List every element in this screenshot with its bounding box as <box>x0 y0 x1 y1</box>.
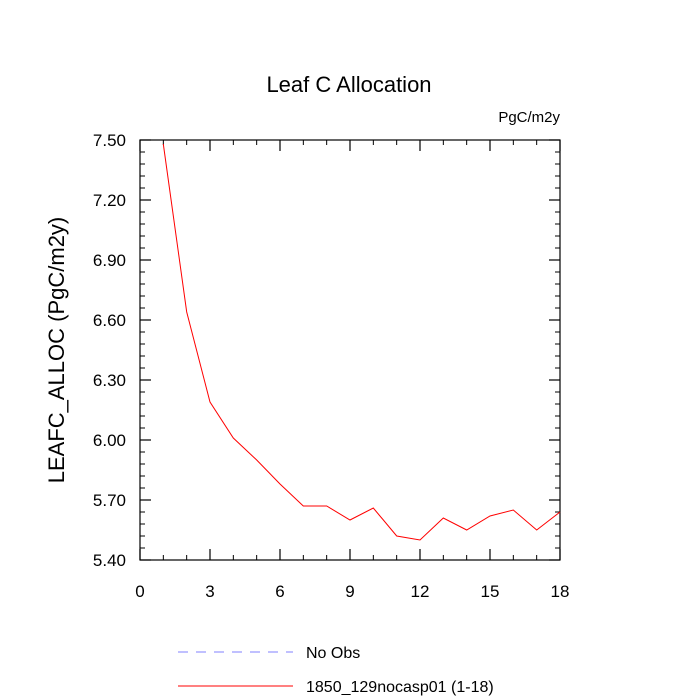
x-tick-label: 3 <box>205 582 214 601</box>
x-tick-label: 9 <box>345 582 354 601</box>
y-tick-label: 6.00 <box>93 431 126 450</box>
y-tick-label: 6.90 <box>93 251 126 270</box>
x-tick-label: 18 <box>551 582 570 601</box>
series-line <box>162 143 561 541</box>
units-label: PgC/m2y <box>498 109 560 126</box>
plot-frame <box>139 139 561 561</box>
y-tick-label: 7.20 <box>93 191 126 210</box>
x-tick-label: 6 <box>275 582 284 601</box>
legend-label: No Obs <box>306 645 360 662</box>
y-tick-label: 6.60 <box>93 311 126 330</box>
plot-area: 0 3 6 9 12 15 18 5.40 5.70 6.00 6.30 6.60 6.90 7.20 7.… <box>93 131 570 601</box>
legend: No Obs 1850_129nocasp01 (1-18) <box>178 645 494 696</box>
y-tick-label: 7.50 <box>93 131 126 150</box>
legend-label: 1850_129nocasp01 (1-18) <box>306 679 494 696</box>
x-tick-label: 12 <box>411 582 430 601</box>
y-tick-label: 5.40 <box>93 551 126 570</box>
x-tick-label: 0 <box>135 582 144 601</box>
y-tick-label: 6.30 <box>93 371 126 390</box>
y-tick-label: 5.70 <box>93 491 126 510</box>
x-tick-label: 15 <box>481 582 500 601</box>
y-axis-label: LEAFC_ALLOC (PgC/m2y) <box>44 217 69 484</box>
chart-title: Leaf C Allocation <box>266 72 431 97</box>
